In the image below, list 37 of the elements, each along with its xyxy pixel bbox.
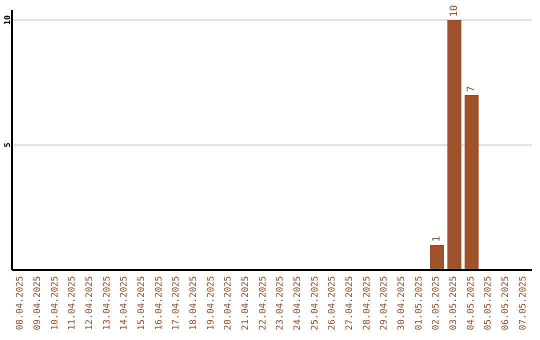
x-tick-label: 01.05.2025 (414, 276, 424, 330)
y-tick-label: 5 (3, 142, 12, 148)
x-tick-label: 10.04.2025 (50, 276, 60, 330)
x-tick-label: 16.04.2025 (154, 276, 164, 330)
x-tick-label: 19.04.2025 (206, 276, 216, 330)
data-label: 7 (466, 86, 478, 92)
x-tick-label: 18.04.2025 (189, 276, 199, 330)
bar (464, 95, 479, 270)
x-tick-label: 30.04.2025 (397, 276, 407, 330)
x-tick-label: 27.04.2025 (345, 276, 355, 330)
x-tick-label: 12.04.2025 (85, 276, 95, 330)
x-tick-label: 14.04.2025 (120, 276, 130, 330)
x-tick-label: 07.05.2025 (518, 276, 528, 330)
x-tick-label: 28.04.2025 (362, 276, 372, 330)
x-tick-label: 15.04.2025 (137, 276, 147, 330)
x-tick-label: 03.05.2025 (449, 276, 459, 330)
x-tick-label: 04.05.2025 (466, 276, 476, 330)
x-tick-label: 08.04.2025 (16, 276, 26, 330)
bar (430, 245, 444, 270)
x-tick-label: 02.05.2025 (432, 276, 442, 330)
x-tick-label: 09.04.2025 (33, 276, 43, 330)
x-tick-label: 21.04.2025 (241, 276, 251, 330)
x-tick-label: 26.04.2025 (328, 276, 338, 330)
x-tick-label: 23.04.2025 (276, 276, 286, 330)
x-tick-label: 05.05.2025 (484, 276, 494, 330)
bar (447, 20, 462, 270)
x-tick-label: 11.04.2025 (68, 276, 78, 330)
data-label: 1 (432, 236, 442, 242)
x-tick-label: 13.04.2025 (102, 276, 112, 330)
x-tick-label: 25.04.2025 (310, 276, 320, 330)
x-tick-label: 22.04.2025 (258, 276, 268, 330)
x-tick-label: 29.04.2025 (380, 276, 390, 330)
x-tick-label: 20.04.2025 (224, 276, 234, 330)
data-label: 10 (448, 4, 460, 17)
x-tick-label: 24.04.2025 (293, 276, 303, 330)
x-tick-label: 17.04.2025 (172, 276, 182, 330)
x-tick-label: 06.05.2025 (501, 276, 511, 330)
